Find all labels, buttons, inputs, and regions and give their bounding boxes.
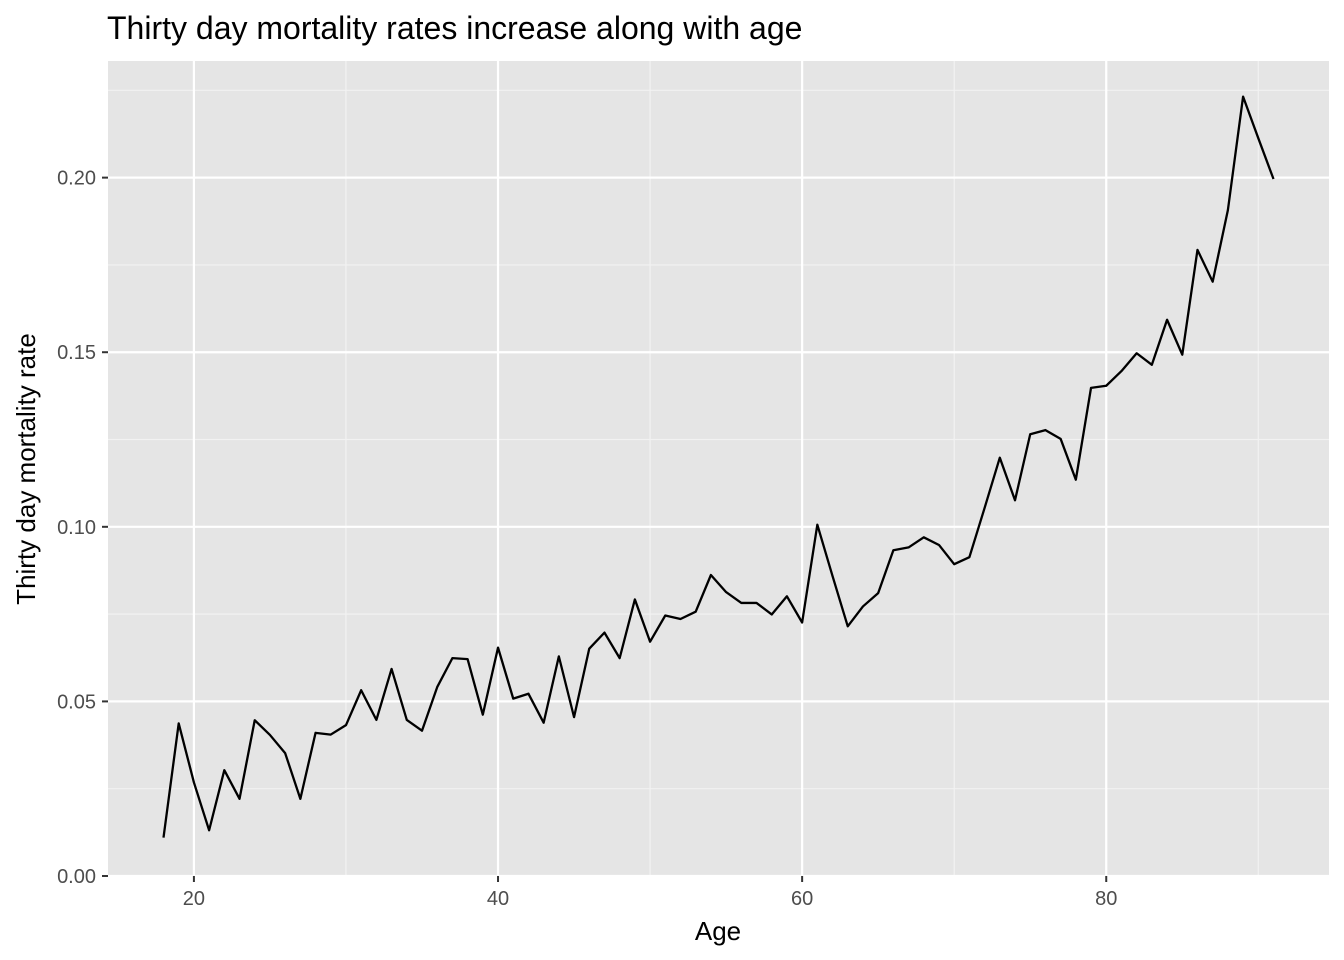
x-tick-label: 80 [1095,888,1117,910]
y-tick-label: 0.00 [57,866,96,888]
y-tick-label: 0.20 [57,168,96,190]
x-tick-label: 20 [183,888,205,910]
chart-title: Thirty day mortality rates increase alon… [107,10,802,46]
series-line [162,95,1275,838]
y-tick-label: 0.05 [57,691,96,713]
x-axis-title: Age [695,916,741,946]
x-tick-label: 60 [791,888,813,910]
major-gridlines [108,61,1329,878]
x-tick-label: 40 [487,888,509,910]
y-tick-label: 0.10 [57,517,96,539]
y-axis-ticks: 0.00 0.05 0.10 0.15 0.20 [57,168,108,888]
minor-gridlines [108,61,1329,876]
x-axis-ticks: 20 40 60 80 [183,876,1117,910]
y-axis-title: Thirty day mortality rate [11,333,41,605]
plot-panel [108,61,1329,876]
y-tick-label: 0.15 [57,342,96,364]
